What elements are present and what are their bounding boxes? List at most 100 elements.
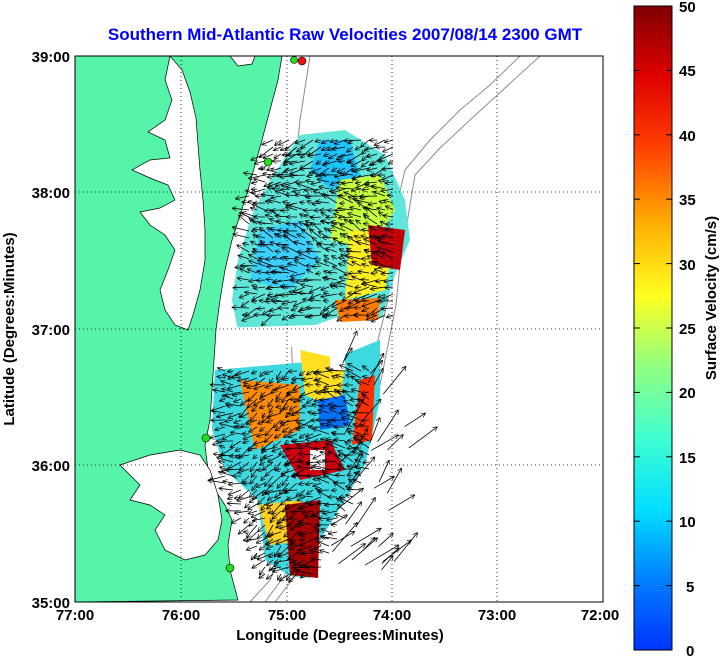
- velocity-vector: [283, 245, 298, 253]
- velocity-vector: [249, 255, 258, 260]
- velocity-vector: [283, 455, 290, 457]
- velocity-vector: [346, 251, 362, 252]
- velocity-vector: [287, 497, 298, 500]
- velocity-vector: [299, 545, 314, 550]
- velocity-vector: [229, 412, 242, 418]
- velocity-vector: [249, 280, 258, 281]
- velocity-vector: [308, 315, 322, 317]
- velocity-vector: [266, 426, 274, 436]
- velocity-vector: [241, 398, 250, 405]
- colorbar-tick: 30: [679, 257, 696, 274]
- velocity-vector: [381, 556, 393, 571]
- velocity-vector: [266, 489, 282, 494]
- velocity-vector: [385, 182, 394, 183]
- velocity-vector: [260, 241, 274, 253]
- colorbar-tick: 10: [679, 514, 696, 531]
- velocity-vector: [272, 196, 282, 198]
- velocity-vector: [307, 242, 314, 245]
- velocity-vector: [313, 466, 330, 470]
- velocity-vector: [345, 315, 354, 316]
- velocity-vector: [283, 518, 290, 520]
- velocity-vector: [226, 404, 242, 406]
- velocity-vector: [210, 433, 226, 438]
- velocity-vector: [362, 293, 378, 300]
- velocity-vector: [379, 266, 394, 268]
- velocity-vector: [323, 510, 338, 514]
- velocity-vector: [383, 293, 394, 299]
- velocity-vector: [303, 511, 314, 513]
- velocity-vector: [347, 475, 354, 476]
- velocity-vector: [301, 574, 305, 578]
- velocity-vector: [295, 257, 306, 259]
- velocity-vector: [272, 447, 282, 451]
- velocity-vector: [321, 511, 330, 512]
- velocity-vector: [268, 454, 282, 462]
- velocity-vector: [367, 154, 378, 157]
- velocity-vector: [257, 434, 266, 436]
- velocity-vector: [267, 573, 274, 579]
- velocity-vector: [297, 234, 306, 239]
- velocity-vector: [287, 224, 298, 225]
- velocity-vector: [260, 426, 266, 431]
- velocity-vector: [258, 419, 266, 424]
- velocity-vector: [217, 458, 234, 463]
- velocity-vector: [328, 230, 338, 231]
- velocity-vector: [362, 230, 370, 231]
- velocity-vector: [235, 511, 250, 513]
- velocity-vector: [249, 511, 258, 514]
- velocity-vector: [336, 375, 346, 378]
- velocity-vector: [278, 552, 290, 557]
- velocity-vector: [278, 377, 281, 383]
- velocity-vector: [378, 226, 386, 232]
- velocity-vector: [363, 366, 370, 372]
- velocity-vector: [369, 203, 378, 205]
- velocity-vector: [381, 308, 394, 309]
- velocity-vector: [306, 433, 322, 440]
- velocity-vector: [362, 189, 370, 190]
- velocity-vector: [239, 524, 250, 534]
- velocity-vector: [348, 457, 375, 489]
- velocity-vector: [220, 424, 234, 428]
- velocity-vector: [296, 571, 314, 575]
- velocity-vector: [389, 161, 393, 164]
- velocity-vector: [393, 533, 417, 562]
- velocity-vector: [265, 385, 274, 387]
- station-marker: [263, 157, 273, 167]
- velocity-vector: [313, 266, 322, 267]
- velocity-vector: [377, 410, 398, 442]
- velocity-vector: [254, 179, 266, 183]
- velocity-vector: [315, 140, 322, 142]
- velocity-vector: [361, 139, 370, 147]
- velocity-vector: [339, 264, 346, 266]
- velocity-vector: [351, 160, 362, 166]
- velocity-vector: [245, 292, 258, 294]
- velocity-vector: [316, 384, 322, 385]
- velocity-vector: [237, 496, 250, 501]
- velocity-vector: [373, 369, 383, 386]
- velocity-vector: [352, 189, 362, 191]
- velocity-vector: [323, 160, 338, 165]
- velocity-vector: [339, 217, 354, 218]
- velocity-vector: [273, 566, 290, 572]
- velocity-vector: [221, 447, 234, 455]
- velocity-vector: [299, 483, 306, 484]
- velocity-vector: [290, 160, 306, 164]
- velocity-vector: [302, 230, 314, 239]
- velocity-vector: [307, 270, 314, 274]
- velocity-vector: [314, 546, 322, 549]
- velocity-vector: [386, 206, 394, 211]
- velocity-vector: [382, 252, 394, 260]
- velocity-vector: [300, 370, 306, 375]
- velocity-vector: [257, 236, 266, 238]
- velocity-vector: [289, 573, 298, 582]
- velocity-vector: [404, 413, 425, 427]
- velocity-vector: [355, 466, 370, 469]
- velocity-vector: [335, 139, 346, 144]
- velocity-vector: [316, 201, 330, 203]
- velocity-vector: [288, 552, 298, 560]
- velocity-vector: [318, 179, 330, 182]
- velocity-vector: [348, 161, 354, 163]
- velocity-vector: [228, 497, 234, 499]
- velocity-vector: [355, 287, 362, 288]
- velocity-vector: [231, 432, 242, 434]
